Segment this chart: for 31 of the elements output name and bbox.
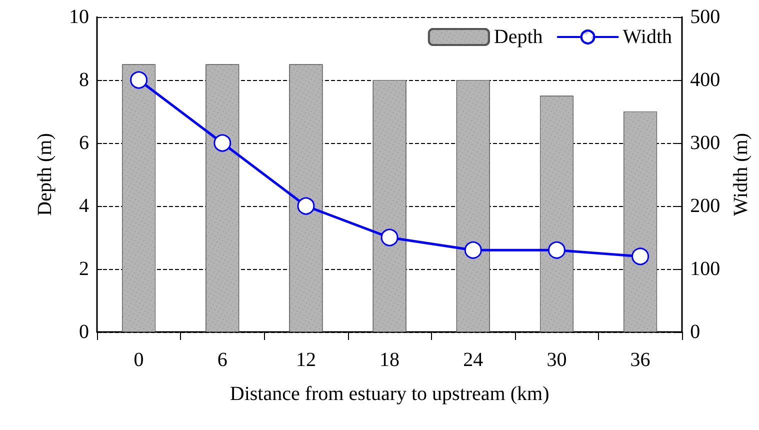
point [380, 228, 398, 246]
y-tick-label: 6 [79, 132, 89, 154]
point [297, 197, 315, 215]
y-tick-label: 8 [79, 69, 89, 91]
y2-tick-label: 500 [690, 6, 720, 28]
x-tick-label: 24 [463, 349, 484, 371]
x-tick-label: 36 [630, 349, 650, 371]
x-tick-label: 30 [546, 349, 567, 371]
y2-tick-label: 400 [690, 69, 720, 91]
y2-tick-label: 300 [690, 132, 720, 154]
x-tick-label: 12 [296, 349, 316, 371]
point [464, 241, 482, 259]
x-axis-title: Distance from estuary to upstream (km) [230, 383, 550, 405]
point [214, 134, 232, 152]
y-tick-label: 2 [79, 258, 89, 280]
y2-axis-title: Width (m) [730, 132, 752, 216]
point [548, 241, 566, 259]
y2-tick-label: 100 [690, 258, 720, 280]
x-tick-label: 6 [217, 349, 228, 371]
x-tick-label: 0 [134, 349, 144, 371]
y-tick-label: 10 [69, 6, 89, 28]
point [632, 248, 650, 266]
point [130, 71, 148, 89]
y2-tick-label: 200 [690, 195, 720, 217]
y-tick-label: 0 [79, 321, 89, 343]
y2-tick-label: 0 [690, 321, 700, 343]
legend-label: Width [622, 26, 672, 48]
y-axis-title: Depth (m) [34, 133, 56, 216]
x-tick-label: 18 [380, 349, 400, 371]
y-tick-label: 4 [79, 195, 89, 217]
legend-label: Depth [494, 26, 543, 48]
